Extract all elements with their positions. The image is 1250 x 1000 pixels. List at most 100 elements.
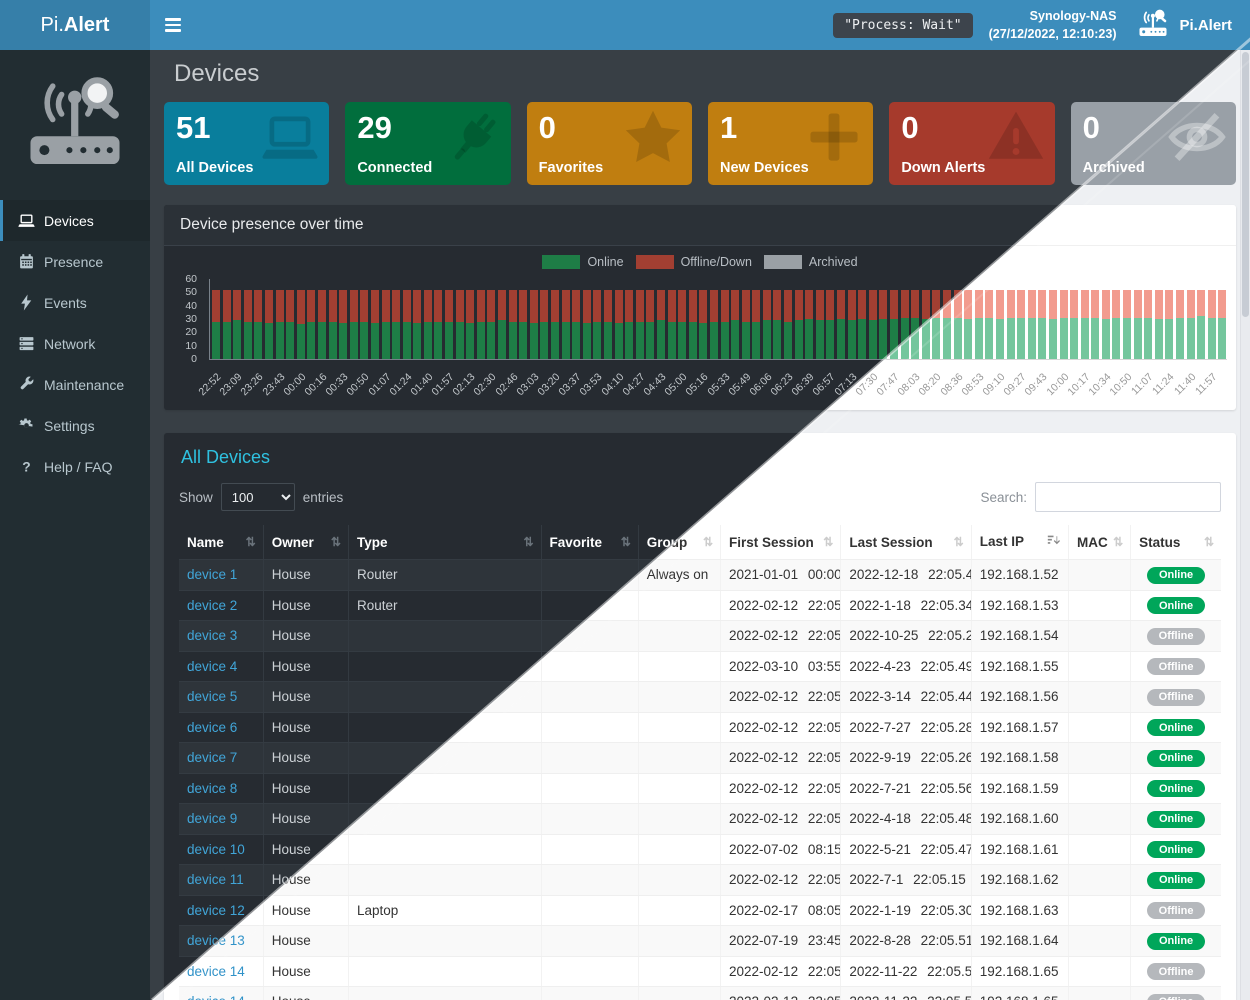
y-tick-label: 60 xyxy=(185,273,197,285)
cell-type xyxy=(348,773,542,804)
cell-last-session: 2022-9-19 22:05.26 xyxy=(840,742,972,774)
cell-mac xyxy=(1068,742,1132,774)
sidebar-item-devices[interactable]: Devices xyxy=(0,200,150,241)
device-link[interactable]: device 11 xyxy=(187,872,244,888)
sort-icon[interactable]: ⇅ xyxy=(620,534,631,549)
device-link[interactable]: device 6 xyxy=(187,719,238,735)
sidebar-item-network[interactable]: Network xyxy=(0,323,150,364)
device-link[interactable]: device 10 xyxy=(187,841,245,857)
search-input[interactable] xyxy=(1035,482,1221,512)
chart-bar xyxy=(1186,289,1195,359)
cell-last-ip: 192.168.1.56 xyxy=(971,681,1070,713)
presence-chart-panel: Device presence over time Online Offline/… xyxy=(164,205,1236,410)
chart-bar xyxy=(709,289,718,359)
status-badge: Online xyxy=(1147,810,1206,828)
chart-panel-title: Device presence over time xyxy=(164,205,1236,246)
summary-card-archived[interactable]: 0 Archived xyxy=(1070,102,1236,185)
cell-type xyxy=(348,986,542,1000)
cell-favorite xyxy=(541,864,639,896)
summary-card-favorites[interactable]: 0 Favorites xyxy=(526,102,692,185)
cell-owner: House xyxy=(263,773,349,804)
status-badge: Online xyxy=(1147,841,1206,858)
chart-bar xyxy=(519,289,528,359)
chart-bar xyxy=(953,289,962,359)
sidebar-item-help-faq[interactable]: ? Help / FAQ xyxy=(0,446,150,487)
cell-mac xyxy=(1068,925,1132,957)
device-link[interactable]: device 7 xyxy=(187,750,238,766)
cell-group xyxy=(638,834,722,865)
page-length-select[interactable]: 100 xyxy=(220,483,295,511)
device-link[interactable]: device 14 xyxy=(187,963,245,979)
sidebar-item-events[interactable]: Events xyxy=(0,282,150,323)
device-link[interactable]: device 4 xyxy=(187,658,238,674)
cell-type xyxy=(348,651,542,682)
cell-mac xyxy=(1068,590,1132,621)
cell-name: device 5 xyxy=(179,681,264,713)
sidebar-menu: Devices Presence Events Network Maintenance S… xyxy=(0,200,150,487)
card-label: Down Alerts xyxy=(901,160,986,176)
scrollbar-thumb[interactable] xyxy=(1242,52,1249,317)
summary-card-connected[interactable]: 29 Connected xyxy=(345,102,511,185)
column-header-favorite[interactable]: Favorite ⇅ xyxy=(541,525,639,560)
device-link[interactable]: device 1 xyxy=(187,567,238,583)
hamburger-menu-icon[interactable] xyxy=(150,0,196,50)
sort-icon[interactable]: ⇅ xyxy=(823,534,833,549)
brand-area[interactable]: Pi.Alert xyxy=(1132,9,1236,41)
cell-last-ip: 192.168.1.60 xyxy=(971,803,1070,835)
column-header-last-ip[interactable]: Last IP xyxy=(971,525,1070,560)
device-link[interactable]: device 9 xyxy=(187,811,238,827)
column-header-label: Favorite xyxy=(549,534,603,550)
devices-table: Name⇅Owner⇅Type⇅Favorite⇅Group⇅First Ses… xyxy=(179,525,1221,1000)
cell-type xyxy=(348,925,542,957)
column-header-type[interactable]: Type ⇅ xyxy=(348,525,542,560)
cell-status: Offline xyxy=(1130,956,1221,987)
device-link[interactable]: device 14 xyxy=(187,994,245,1000)
sort-icon[interactable]: ⇅ xyxy=(245,534,256,549)
sort-icon[interactable]: ⇅ xyxy=(523,534,533,549)
cell-last-session: 2022-12-18 22:05.47 xyxy=(840,559,972,591)
device-link[interactable]: device 5 xyxy=(187,689,238,705)
cell-favorite xyxy=(541,651,639,682)
summary-card-all-devices[interactable]: 51 All Devices xyxy=(164,102,330,185)
column-header-status[interactable]: Status ⇅ xyxy=(1130,525,1221,560)
device-link[interactable]: device 13 xyxy=(187,933,245,949)
sort-icon[interactable]: ⇅ xyxy=(330,534,341,549)
column-header-owner[interactable]: Owner ⇅ xyxy=(263,525,349,560)
column-header-last-session[interactable]: Last Session ⇅ xyxy=(840,525,972,560)
cell-name: device 7 xyxy=(179,742,264,774)
sidebar-item-settings[interactable]: Settings xyxy=(0,405,150,446)
device-link[interactable]: device 8 xyxy=(187,780,238,796)
cell-group xyxy=(638,956,722,987)
cell-owner: House xyxy=(263,742,349,774)
chart-bar xyxy=(890,289,898,359)
process-status-badge: "Process: Wait" xyxy=(833,12,973,38)
cell-mac xyxy=(1068,620,1132,652)
device-link[interactable]: device 12 xyxy=(187,902,245,918)
sort-icon[interactable]: ⇅ xyxy=(702,534,713,549)
host-info: Synology-NAS (27/12/2022, 12:10:23) xyxy=(989,7,1117,43)
app-logo[interactable]: Pi. Alert xyxy=(0,0,150,50)
column-header-group[interactable]: Group ⇅ xyxy=(638,525,722,560)
column-header-mac[interactable]: MAC ⇅ xyxy=(1068,525,1132,560)
cell-status: Offline xyxy=(1130,895,1221,926)
sidebar-item-maintenance[interactable]: Maintenance xyxy=(0,364,150,405)
cell-type: Laptop xyxy=(348,895,542,926)
scrollbar[interactable] xyxy=(1240,50,1250,1000)
sort-icon[interactable]: ⇅ xyxy=(1113,534,1123,549)
summary-card-new-devices[interactable]: 1 New Devices xyxy=(707,102,874,185)
sidebar-item-label: Presence xyxy=(44,253,104,270)
device-link[interactable]: device 3 xyxy=(187,628,238,644)
cell-type xyxy=(348,834,542,865)
sidebar-item-presence[interactable]: Presence xyxy=(0,241,150,282)
device-link[interactable]: device 2 xyxy=(187,597,238,613)
cell-mac xyxy=(1068,895,1132,926)
summary-card-down-alerts[interactable]: 0 Down Alerts xyxy=(889,102,1055,185)
column-header-first-session[interactable]: First Session ⇅ xyxy=(720,525,842,560)
chart-bar xyxy=(498,289,507,359)
chart-bar xyxy=(370,289,379,359)
show-label: Show xyxy=(179,489,213,505)
column-header-name[interactable]: Name ⇅ xyxy=(179,525,264,560)
sort-asc-icon[interactable] xyxy=(1047,534,1061,550)
sort-icon[interactable]: ⇅ xyxy=(1203,534,1214,549)
sort-icon[interactable]: ⇅ xyxy=(953,534,964,549)
